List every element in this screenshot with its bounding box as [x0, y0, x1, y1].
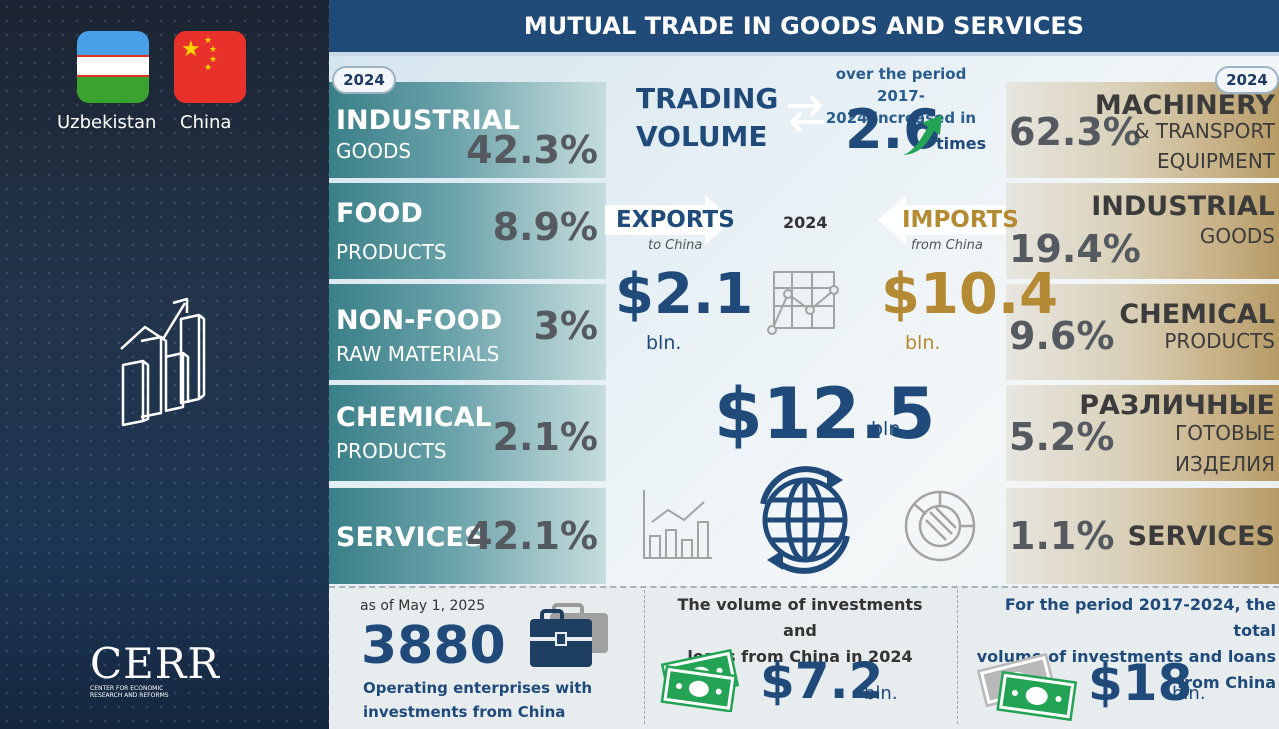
pie-chart-icon: [904, 490, 976, 562]
trade-growth-multiplier: 2.6: [845, 98, 941, 161]
imports-label: IMPORTS: [902, 207, 1019, 233]
export-row-name: FOOD: [336, 198, 423, 229]
bar-line-chart-icon: [643, 490, 712, 559]
uzbekistan-flag-icon: [77, 31, 149, 103]
import-row-various-finished-goods: 5.2% РАЗЛИЧНЫЕ ГОТОВЫЕ ИЗДЕЛИЯ: [1006, 385, 1279, 481]
import-row-share: 62.3%: [1009, 110, 1141, 154]
briefcase-icon: [530, 603, 608, 667]
export-row-services: SERVICES 42.1%: [329, 488, 606, 584]
import-row-name: РАЗЛИЧНЫЕ: [1079, 390, 1275, 421]
globe-icon: [760, 466, 850, 574]
export-row-share: 2.1%: [492, 415, 598, 459]
import-row-sub: & TRANSPORT: [1133, 119, 1275, 143]
import-row-name: MACHINERY: [1094, 90, 1275, 121]
import-row-share: 1.1%: [1009, 514, 1115, 558]
import-row-sub: GOODS: [1199, 224, 1275, 248]
enterprises-caption: Operating enterprises with investments f…: [363, 679, 593, 721]
export-row-name: INDUSTRIAL: [336, 105, 520, 136]
growth-chart-icon: [120, 297, 206, 427]
trade-year: 2024: [783, 213, 828, 232]
country-label-uzbekistan: Uzbekistan: [57, 112, 157, 133]
export-row-chemical-products: CHEMICAL PRODUCTS 2.1%: [329, 385, 606, 481]
cerr-logo: CERR CENTER FOR ECONOMIC RESEARCH AND RE…: [90, 639, 221, 700]
country-label-china: China: [180, 112, 232, 133]
exports-sublabel: to China: [648, 238, 703, 253]
china-flag-icon: ★ ★ ★ ★ ★: [174, 31, 246, 103]
import-row-sub: PRODUCTS: [1164, 329, 1275, 353]
export-row-name: CHEMICAL: [336, 402, 492, 433]
swap-arrows-icon: [788, 96, 824, 132]
investments-2017-2024-caption: For the period 2017-2024, the total volu…: [976, 595, 1276, 692]
export-row-food-products: FOOD PRODUCTS 8.9%: [329, 183, 606, 279]
exports-value: $2.1: [615, 262, 754, 327]
bottom-divider: [644, 590, 645, 724]
export-row-industrial-goods: INDUSTRIAL GOODS 42.3%: [329, 82, 606, 178]
money-icon: [977, 652, 1078, 722]
export-row-share: 42.1%: [466, 514, 598, 558]
investments-2017-2024-unit: bln.: [1172, 683, 1206, 704]
bottom-divider: [957, 590, 958, 724]
export-row-sub: PRODUCTS: [336, 439, 447, 463]
import-row-industrial-goods: 19.4% INDUSTRIAL GOODS: [1006, 183, 1279, 279]
header-divider: [329, 52, 1279, 56]
total-trade-value: $12.5: [714, 373, 936, 455]
export-row-share: 42.3%: [466, 128, 598, 172]
import-row-machinery: 62.3% MACHINERY & TRANSPORT EQUIPMENT: [1006, 82, 1279, 178]
imports-arrow-shape: [878, 195, 1006, 245]
exports-arrow-shape: [605, 195, 733, 245]
total-trade-unit: bln.: [871, 418, 907, 440]
import-row-name: SERVICES: [1127, 521, 1275, 552]
page-title: MUTUAL TRADE IN GOODS AND SERVICES: [329, 0, 1279, 52]
import-row-share: 5.2%: [1009, 415, 1115, 459]
investments-2017-2024-value: $18: [1088, 654, 1193, 712]
export-row-non-food-raw-materials: NON-FOOD RAW MATERIALS 3%: [329, 284, 606, 380]
trading-volume-title: TRADING VOLUME: [636, 82, 779, 153]
imports-year-badge: 2024: [1215, 66, 1279, 94]
import-row-sub: ИЗДЕЛИЯ: [1175, 452, 1275, 476]
import-row-sub: ГОТОВЫЕ: [1175, 421, 1275, 445]
import-row-sub: EQUIPMENT: [1156, 149, 1275, 173]
exports-year-badge: 2024: [332, 66, 396, 94]
money-icon: [660, 648, 740, 712]
import-row-share: 19.4%: [1009, 227, 1141, 271]
export-row-sub: GOODS: [336, 139, 412, 163]
enterprises-as-of-date: as of May 1, 2025: [360, 598, 486, 614]
export-row-sub: PRODUCTS: [336, 240, 447, 264]
export-row-share: 8.9%: [492, 205, 598, 249]
imports-sublabel: from China: [911, 238, 983, 253]
import-row-name: CHEMICAL: [1119, 299, 1275, 330]
import-row-share: 9.6%: [1009, 314, 1115, 358]
imports-value: $10.4: [881, 262, 1059, 327]
investments-2024-caption: The volume of investments and loans from…: [677, 595, 923, 666]
export-row-share: 3%: [533, 304, 598, 348]
import-row-chemical-products: 9.6% CHEMICAL PRODUCTS: [1006, 284, 1279, 380]
enterprises-count: 3880: [361, 616, 506, 676]
import-row-services: 1.1% SERVICES: [1006, 488, 1279, 584]
exports-label: EXPORTS: [616, 207, 735, 233]
exports-unit: bln.: [646, 332, 682, 354]
investments-2024-unit: bln.: [864, 683, 898, 704]
export-row-sub: RAW MATERIALS: [336, 342, 500, 366]
trade-growth-unit: times: [936, 134, 987, 153]
up-arrow-icon: [902, 115, 942, 155]
world-map-background: [0, 0, 329, 729]
network-chart-icon: [767, 271, 839, 335]
imports-unit: bln.: [905, 332, 941, 354]
left-panel: ★ ★ ★ ★ ★ Uzbekistan China CERR CENTER F…: [0, 0, 329, 729]
export-row-name: SERVICES: [336, 522, 484, 553]
import-row-name: INDUSTRIAL: [1091, 191, 1275, 222]
export-row-name: NON-FOOD: [336, 305, 503, 336]
bottom-stats-panel: [329, 586, 1279, 729]
investments-2024-value: $7.2: [760, 652, 884, 710]
